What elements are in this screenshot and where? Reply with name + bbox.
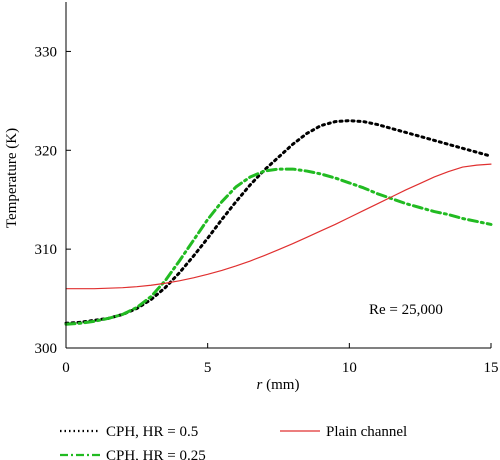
y-tick-label-4: 330 xyxy=(35,44,58,60)
series-line-3 xyxy=(65,163,492,290)
y-tick-label-2: 310 xyxy=(35,242,58,258)
axes: 0 5 10 15 300 310 320 330 xyxy=(35,2,499,376)
y-tick-label-1: 300 xyxy=(35,341,58,357)
legend-label-3: Plain channel xyxy=(326,424,407,440)
y-tick-label-3: 320 xyxy=(35,143,58,159)
x-tick-label-4: 15 xyxy=(484,360,499,376)
x-axis-label-unit: (mm) xyxy=(262,377,299,393)
plot-area xyxy=(64,119,493,326)
reynolds-number-annotation: Re = 25,000 xyxy=(369,302,443,318)
legend-label-1: CPH, HR = 0.5 xyxy=(106,424,198,440)
x-axis-label: r (mm) xyxy=(257,377,300,393)
series-line-1 xyxy=(64,119,493,325)
series-line-2 xyxy=(64,167,493,326)
x-tick-label-2: 5 xyxy=(204,360,212,376)
x-tick-label-1: 0 xyxy=(62,360,70,376)
legend-label-2: CPH, HR = 0.25 xyxy=(106,448,206,460)
x-axis-label-symbol: r xyxy=(257,377,263,393)
y-axis-label: Temperature (K) xyxy=(4,128,20,228)
x-tick-label-3: 10 xyxy=(342,360,357,376)
legend: CPH, HR = 0.5 CPH, HR = 0.25 Plain channel xyxy=(60,424,407,460)
